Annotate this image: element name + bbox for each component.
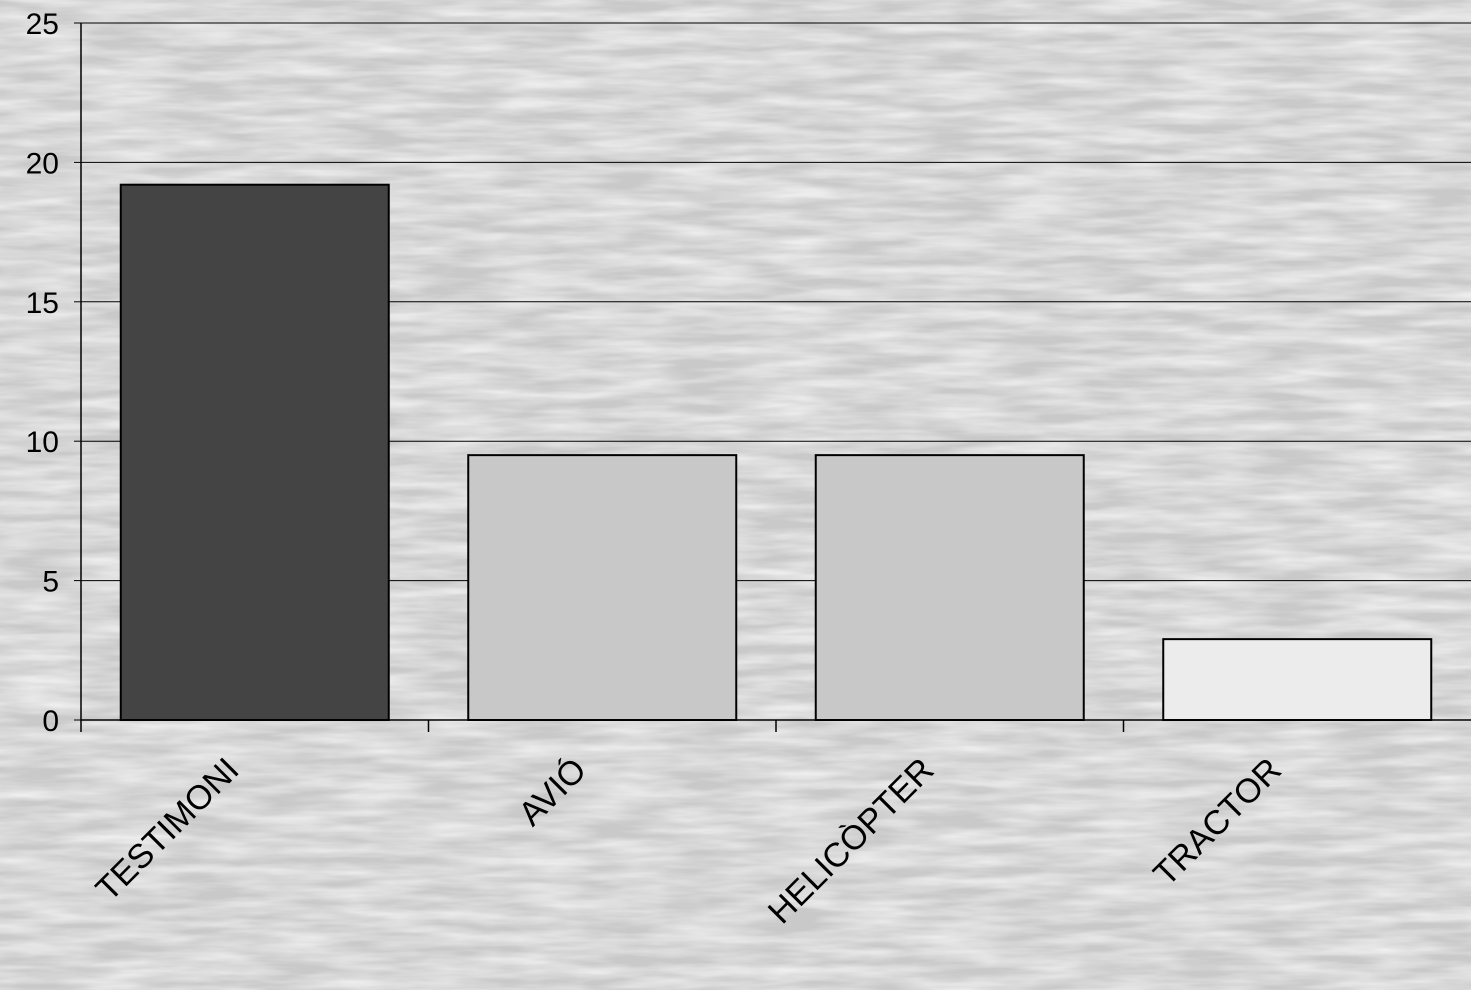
bars: [119, 183, 1433, 722]
axes: [74, 22, 1471, 732]
y-tick-labels: 0 5 10 15 20 25: [26, 8, 59, 738]
y-tick-label: 5: [42, 566, 59, 599]
y-tick-label: 0: [42, 705, 59, 738]
bar-helicòpter: [814, 454, 1085, 721]
y-tick-label: 15: [26, 287, 59, 320]
bar-tractor: [1162, 638, 1433, 722]
bar-testimoni: [119, 183, 390, 722]
y-tick-label: 10: [26, 426, 59, 459]
bar-avió: [467, 454, 738, 721]
y-tick-label: 25: [26, 8, 59, 41]
y-tick-label: 20: [26, 147, 59, 180]
